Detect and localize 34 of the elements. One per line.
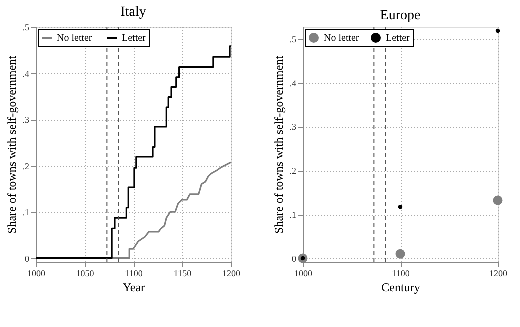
- y-tick-label: .3: [290, 122, 297, 132]
- y-tick-label: 0: [292, 254, 297, 264]
- x-axis-title: Century: [382, 280, 420, 294]
- point: [398, 204, 403, 210]
- point: [496, 28, 500, 34]
- y-tick-label: .3: [22, 115, 30, 126]
- legend-label: No letter: [324, 33, 360, 44]
- x-axis-title: Year: [122, 280, 146, 294]
- chart-title: Italy: [120, 5, 146, 20]
- x-tick-label: 1050: [76, 268, 95, 278]
- x-tick-label: 1000: [28, 268, 46, 278]
- y-tick-label: .1: [290, 210, 296, 220]
- y-tick-label: .4: [290, 78, 297, 88]
- y-tick-label: .4: [22, 68, 30, 79]
- legend-label: Letter: [122, 33, 147, 44]
- legend-label: No letter: [57, 33, 93, 44]
- legend-label: Letter: [386, 33, 411, 44]
- y-tick-label: .5: [290, 34, 297, 44]
- y-axis-title: Share of towns with self-government: [272, 55, 286, 234]
- x-tick-label: 1200: [222, 268, 241, 278]
- chart-title: Europe: [380, 8, 421, 24]
- y-tick-label: .1: [22, 208, 30, 218]
- y-tick-label: .2: [290, 166, 296, 176]
- y-tick-label: 0: [25, 254, 30, 264]
- x-tick-label: 1200: [490, 268, 508, 278]
- y-axis-title: Share of towns with self-government: [4, 55, 19, 234]
- x-tick-label: 1000: [294, 268, 313, 278]
- y-tick-label: .2: [22, 161, 30, 172]
- x-tick-label: 1100: [392, 268, 410, 278]
- x-tick-label: 1100: [125, 268, 144, 278]
- x-tick-label: 1150: [174, 268, 192, 278]
- point: [396, 249, 406, 259]
- point: [493, 196, 503, 206]
- y-tick-label: .5: [22, 22, 30, 32]
